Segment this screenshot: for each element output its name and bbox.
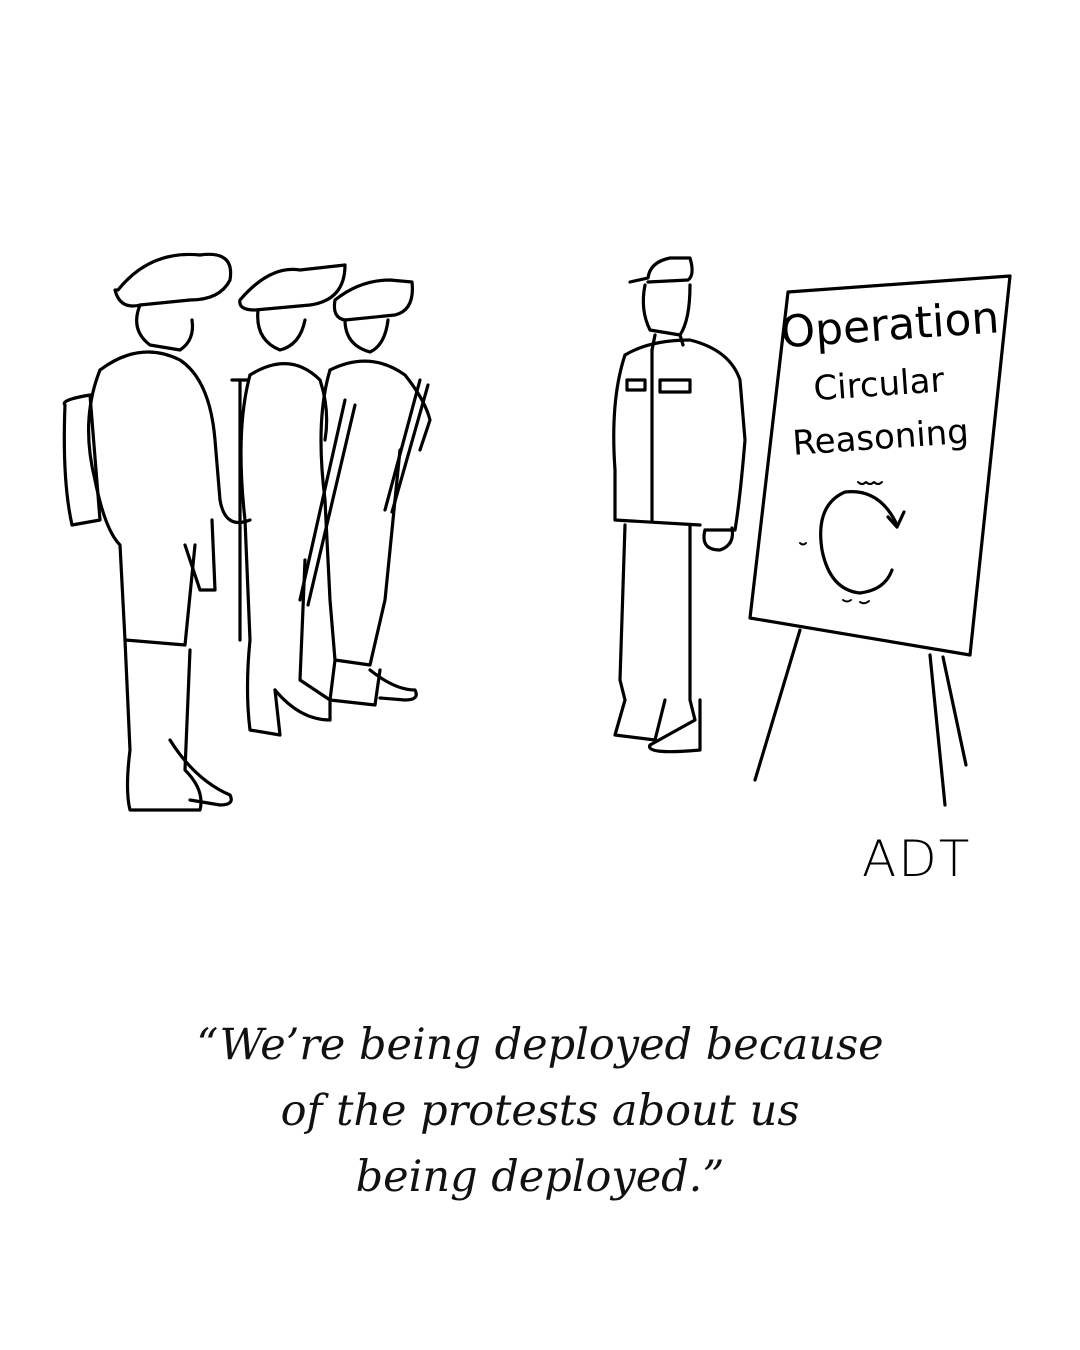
sign-line-2: Circular: [812, 360, 945, 409]
easel-sign: Operation Circular Reasoning: [748, 274, 1012, 807]
circular-arrow-icon: [799, 481, 906, 605]
soldier-figure-right: [319, 278, 432, 707]
caption-line-1: “We’re being deployed because: [196, 1020, 884, 1070]
artist-signature: ADT: [862, 830, 972, 888]
cartoon-caption: “We’re being deployed because of the pro…: [0, 1012, 1080, 1210]
caption-line-2: of the protests about us: [280, 1086, 800, 1136]
soldier-figure-middle: [230, 263, 357, 737]
soldier-figure-left: [62, 252, 252, 812]
sign-line-1: Operation: [779, 292, 1001, 358]
caption-line-3: being deployed.”: [355, 1152, 725, 1202]
officer-figure: [612, 256, 747, 754]
sign-line-3: Reasoning: [791, 412, 970, 464]
